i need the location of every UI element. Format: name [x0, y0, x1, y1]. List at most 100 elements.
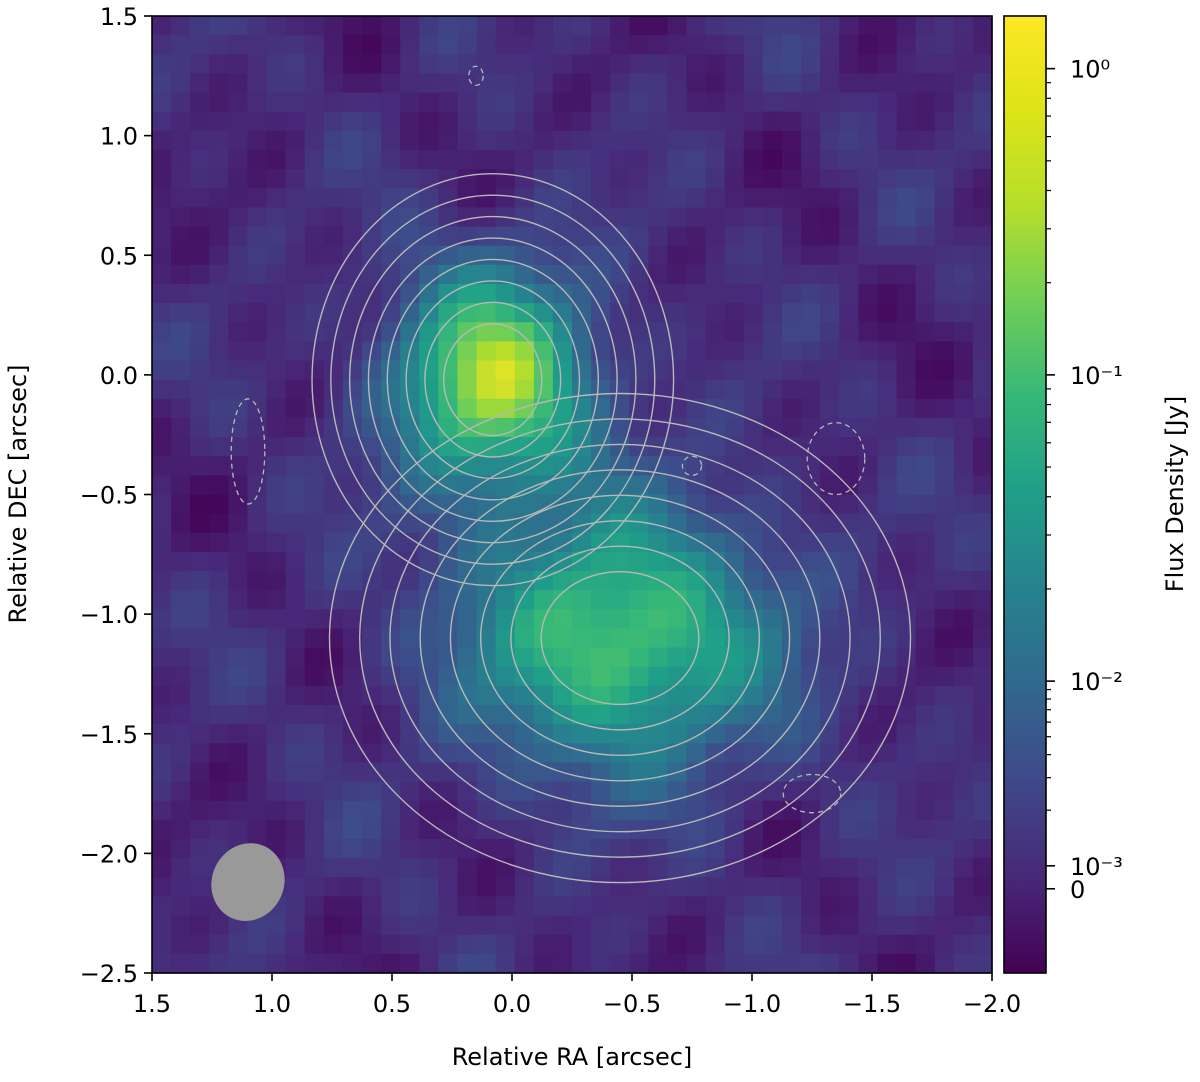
heatmap-cell — [476, 743, 497, 764]
heatmap-cell — [495, 513, 516, 534]
heatmap-cell — [667, 35, 688, 55]
heatmap-cell — [915, 628, 936, 649]
heatmap-cell — [705, 283, 726, 304]
heatmap-cell — [686, 781, 707, 802]
colorbar-tick-label: 10⁻³ — [1070, 853, 1123, 881]
heatmap-cell — [705, 16, 726, 36]
heatmap-cell — [342, 647, 363, 668]
heatmap-cell — [552, 953, 573, 974]
heatmap-cell — [591, 877, 611, 898]
heatmap-cell — [266, 16, 287, 36]
heatmap-cell — [552, 934, 573, 955]
heatmap-cell — [438, 417, 459, 438]
heatmap-cell — [514, 475, 535, 496]
heatmap-cell — [419, 54, 439, 75]
heatmap-cell — [209, 379, 229, 400]
heatmap-cell — [419, 245, 439, 266]
heatmap-cell — [648, 360, 669, 381]
heatmap-cell — [209, 647, 229, 668]
heatmap-cell — [457, 532, 478, 553]
heatmap-cell — [743, 322, 764, 342]
heatmap-cell — [152, 360, 172, 381]
heatmap-cell — [686, 169, 707, 189]
heatmap-cell — [896, 437, 917, 457]
heatmap-cell — [362, 379, 382, 400]
heatmap-cell — [362, 226, 382, 247]
heatmap-cell — [323, 341, 344, 362]
heatmap-cell — [171, 953, 191, 974]
heatmap-cell — [190, 513, 210, 534]
heatmap-cell — [304, 551, 325, 572]
heatmap-cell — [705, 130, 726, 151]
heatmap-cell — [743, 111, 764, 132]
heatmap-cell — [495, 858, 516, 878]
heatmap-cell — [152, 341, 172, 362]
heatmap-cell — [342, 609, 363, 630]
heatmap-cell — [762, 398, 783, 419]
heatmap-cell — [552, 609, 573, 630]
heatmap-cell — [304, 915, 325, 936]
heatmap-cell — [705, 188, 726, 208]
heatmap-cell — [972, 705, 993, 725]
heatmap-cell — [152, 915, 172, 936]
heatmap-cell — [972, 628, 993, 649]
heatmap-cell — [304, 896, 325, 917]
heatmap-cell — [476, 934, 497, 955]
heatmap-cell — [342, 934, 363, 955]
heatmap-cell — [552, 896, 573, 917]
heatmap-cell — [476, 54, 497, 75]
heatmap-cell — [743, 456, 764, 476]
heatmap-cell — [419, 73, 439, 94]
heatmap-cell — [514, 590, 535, 610]
heatmap-cell — [934, 781, 955, 802]
heatmap-cell — [858, 839, 879, 859]
heatmap-cell — [934, 628, 955, 649]
heatmap-cell — [686, 609, 707, 630]
heatmap-cell — [762, 666, 783, 687]
heatmap-cell — [323, 781, 344, 802]
heatmap-cell — [610, 149, 630, 170]
heatmap-cell — [209, 111, 229, 132]
heatmap-cell — [190, 303, 210, 323]
heatmap-cell — [629, 188, 649, 208]
heatmap-cell — [495, 590, 516, 610]
heatmap-cell — [381, 628, 401, 649]
heatmap-cell — [972, 781, 993, 802]
heatmap-cell — [724, 915, 745, 936]
heatmap-cell — [801, 609, 821, 630]
heatmap-cell — [304, 303, 325, 323]
heatmap-cell — [915, 226, 936, 247]
heatmap-cell — [514, 609, 535, 630]
heatmap-cell — [801, 781, 821, 802]
heatmap-cell — [858, 494, 879, 515]
heatmap-cell — [743, 800, 764, 821]
heatmap-cell — [190, 341, 210, 362]
heatmap-cell — [552, 16, 573, 36]
heatmap-cell — [743, 609, 764, 630]
heatmap-cell — [953, 92, 974, 113]
heatmap-cell — [247, 245, 268, 266]
heatmap-cell — [457, 781, 478, 802]
heatmap-cell — [247, 226, 268, 247]
heatmap-cell — [266, 819, 287, 840]
heatmap-cell — [877, 16, 898, 36]
contour-line — [311, 173, 675, 587]
heatmap-cell — [323, 16, 344, 36]
heatmap-cell — [915, 322, 936, 342]
heatmap-cell — [171, 494, 191, 515]
heatmap-cell — [667, 609, 688, 630]
heatmap-cell — [400, 303, 420, 323]
heatmap-cell — [724, 379, 745, 400]
heatmap-cell — [743, 283, 764, 304]
heatmap-cell — [171, 226, 191, 247]
heatmap-cell — [304, 92, 325, 113]
heatmap-cell — [782, 360, 802, 381]
heatmap-cell — [858, 207, 879, 228]
heatmap-cell — [972, 532, 993, 553]
heatmap-cell — [839, 628, 859, 649]
heatmap-cell — [610, 685, 630, 706]
heatmap-cell — [552, 877, 573, 898]
heatmap-cell — [228, 609, 249, 630]
heatmap-cell — [342, 685, 363, 706]
heatmap-cell — [209, 494, 229, 515]
